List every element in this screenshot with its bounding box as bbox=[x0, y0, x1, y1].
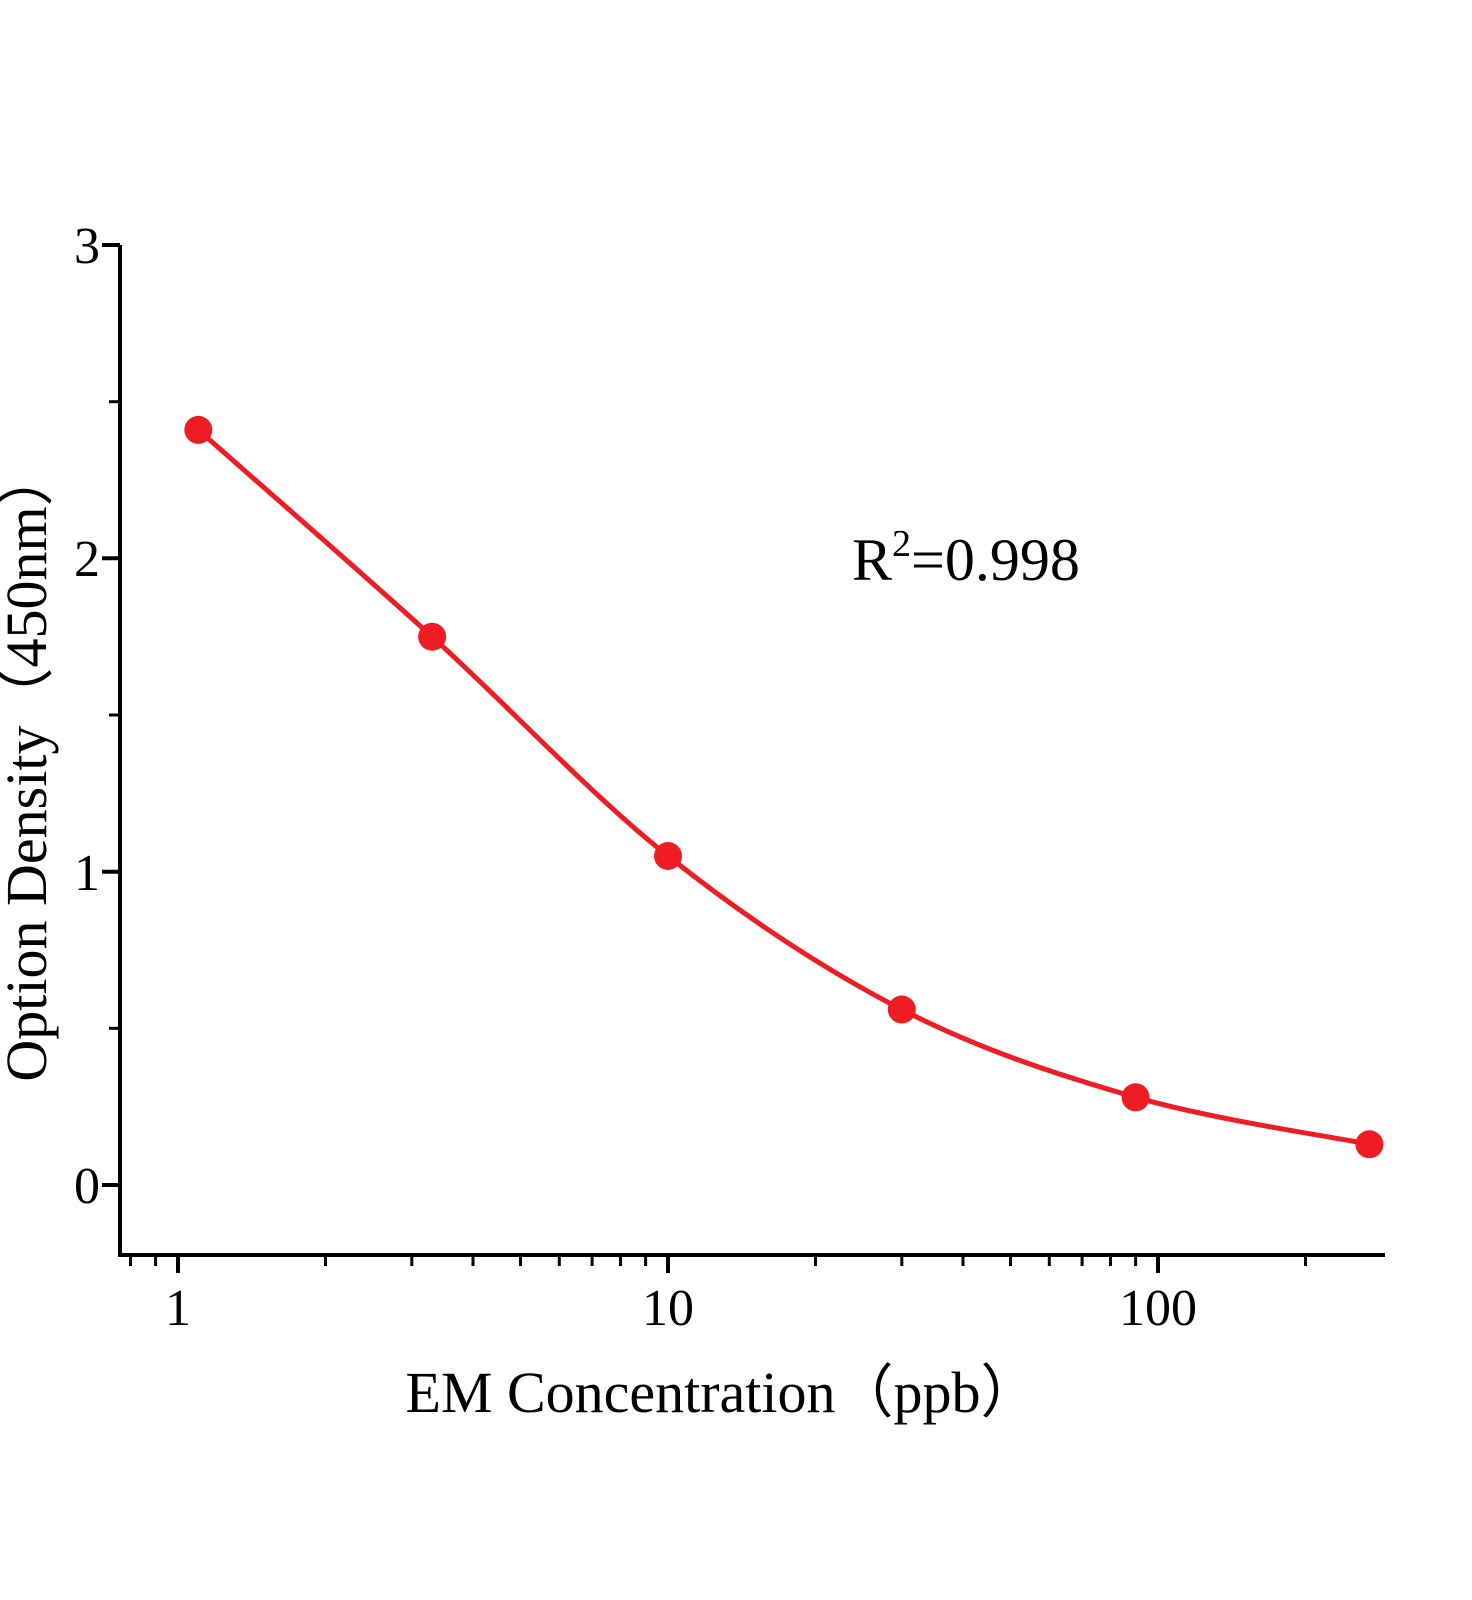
y-tick-label: 3 bbox=[74, 218, 100, 275]
data-point bbox=[887, 995, 916, 1024]
x-tick-label: 10 bbox=[642, 1280, 694, 1337]
r-squared-base: R bbox=[852, 527, 892, 593]
fit-curve bbox=[195, 427, 1372, 1147]
y-axis-title: Option Density（450nm） bbox=[0, 448, 59, 1081]
data-point bbox=[184, 415, 213, 444]
y-tick-label: 2 bbox=[74, 531, 100, 588]
r-squared-value: =0.998 bbox=[911, 527, 1080, 593]
data-point bbox=[418, 622, 447, 651]
r-squared-exponent: 2 bbox=[892, 523, 911, 565]
y-tick-label: 0 bbox=[74, 1158, 100, 1215]
y-tick-label: 1 bbox=[74, 845, 100, 902]
plot-layer bbox=[102, 243, 1385, 1273]
data-point bbox=[1121, 1083, 1150, 1112]
x-axis-title: EM Concentration（ppb） bbox=[405, 1360, 1038, 1425]
data-point bbox=[1355, 1130, 1384, 1159]
x-tick-label: 1 bbox=[165, 1280, 191, 1337]
x-tick-label: 100 bbox=[1119, 1280, 1197, 1337]
data-point bbox=[654, 842, 682, 870]
r-squared-annotation: R2=0.998 bbox=[852, 523, 1080, 593]
axes bbox=[118, 245, 1385, 1257]
